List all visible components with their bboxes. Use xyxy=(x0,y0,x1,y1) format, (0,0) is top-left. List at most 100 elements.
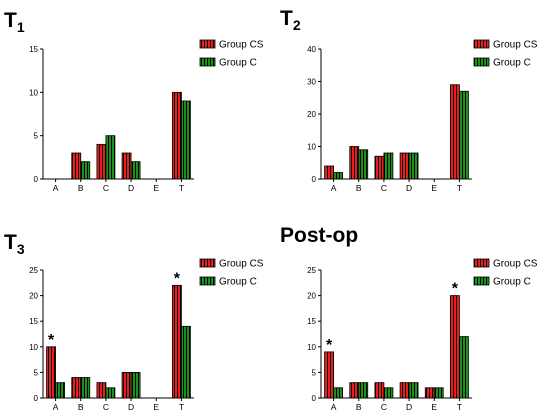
x-tick-label: B xyxy=(356,402,362,412)
y-tick-label: 25 xyxy=(29,266,38,275)
y-tick-label: 30 xyxy=(307,78,316,87)
x-tick-label: D xyxy=(406,183,412,193)
bar-group-c xyxy=(333,387,343,399)
x-tick-label: D xyxy=(406,402,412,412)
y-tick-label: 15 xyxy=(29,317,38,326)
y-tick-label: 20 xyxy=(307,292,316,301)
x-tick-label: A xyxy=(331,183,337,193)
legend-swatch-group-cs xyxy=(199,258,216,268)
y-tick-label: 5 xyxy=(34,132,39,141)
bar-group-cs xyxy=(399,152,410,180)
bar-group-cs xyxy=(450,84,460,180)
y-tick-label: 0 xyxy=(312,175,317,184)
bar-group-c xyxy=(130,161,141,180)
y-tick-label: 0 xyxy=(34,394,39,403)
significance-marker: * xyxy=(174,270,181,287)
bar-group-cs xyxy=(324,165,334,180)
bar-group-c xyxy=(80,161,91,180)
x-tick-label: B xyxy=(78,402,84,412)
bar-group-cs xyxy=(424,387,435,399)
bar-group-cs xyxy=(71,377,82,399)
y-tick-label: 10 xyxy=(29,88,38,97)
y-tick-label: 5 xyxy=(312,368,317,377)
y-tick-label: 40 xyxy=(307,45,316,54)
significance-marker: * xyxy=(326,337,333,354)
x-tick-label: T xyxy=(179,183,184,193)
panel-title: T1 xyxy=(4,9,25,35)
bar-group-c xyxy=(459,336,469,399)
panel-title: T2 xyxy=(280,7,301,33)
significance-marker: * xyxy=(48,332,55,349)
y-tick-label: 25 xyxy=(307,266,316,275)
y-tick-label: 10 xyxy=(29,343,38,352)
bar-group-c xyxy=(105,135,116,180)
x-tick-label: B xyxy=(356,183,362,193)
legend-label-group-cs: Group CS xyxy=(219,40,264,51)
bar-group-cs xyxy=(399,382,410,399)
bar-group-cs xyxy=(71,152,82,180)
y-tick-label: 5 xyxy=(34,368,39,377)
x-tick-label: T xyxy=(457,402,462,412)
panel-title: T3 xyxy=(4,231,25,257)
x-tick-label: C xyxy=(381,402,387,412)
legend-swatch-group-cs xyxy=(473,39,490,49)
x-tick-label: E xyxy=(431,183,437,193)
bar-group-cs xyxy=(374,382,385,399)
bar-group-cs xyxy=(450,295,460,399)
bar-group-c xyxy=(105,387,116,399)
y-tick-label: 15 xyxy=(307,317,316,326)
legend-label-group-c: Group C xyxy=(219,58,257,69)
legend-swatch-group-c xyxy=(199,57,216,67)
legend-swatch-group-cs xyxy=(199,39,216,49)
bar-group-c xyxy=(408,152,419,180)
x-tick-label: D xyxy=(128,402,134,412)
bar-group-cs xyxy=(349,382,360,399)
panel-title-main: T xyxy=(4,9,17,32)
x-tick-label: E xyxy=(153,183,159,193)
panel-title-subscript: 1 xyxy=(17,19,25,35)
bar-group-cs xyxy=(96,143,107,180)
legend-label-group-c: Group C xyxy=(493,277,531,288)
x-tick-label: C xyxy=(381,183,387,193)
panel-title-subscript: 3 xyxy=(17,241,25,257)
panel-title-main: T xyxy=(280,7,293,30)
x-tick-label: T xyxy=(179,402,184,412)
significance-marker: * xyxy=(452,281,459,298)
x-tick-label: C xyxy=(103,183,109,193)
bar-group-c xyxy=(383,387,394,399)
x-tick-label: T xyxy=(457,183,462,193)
chart-panel-4: Post-op 0 5 10 15 20 25 A B C D E T * * Group CS Group C xyxy=(280,224,538,412)
legend-label-group-c: Group C xyxy=(219,277,257,288)
legend-label-group-c: Group C xyxy=(493,58,531,69)
x-tick-label: D xyxy=(128,183,134,193)
bar-group-c xyxy=(383,152,394,180)
y-tick-label: 0 xyxy=(34,175,39,184)
bar-group-c xyxy=(181,325,191,399)
y-tick-label: 15 xyxy=(29,45,38,54)
panel-title: Post-op xyxy=(280,224,358,247)
x-tick-label: A xyxy=(331,402,337,412)
y-tick-label: 0 xyxy=(312,394,317,403)
legend-swatch-group-c xyxy=(473,276,490,286)
bar-group-c xyxy=(433,387,444,399)
panel-title-main: Post-op xyxy=(280,224,358,247)
x-tick-label: B xyxy=(78,183,84,193)
legend-swatch-group-c xyxy=(473,57,490,67)
bar-group-cs xyxy=(374,155,385,180)
x-tick-label: E xyxy=(431,402,437,412)
x-tick-label: C xyxy=(103,402,109,412)
bar-group-c xyxy=(358,382,369,399)
bar-group-c xyxy=(80,377,91,399)
y-tick-label: 20 xyxy=(29,292,38,301)
bar-group-c xyxy=(459,90,469,180)
legend-label-group-cs: Group CS xyxy=(219,259,264,270)
bar-group-cs xyxy=(324,351,334,399)
bar-group-cs xyxy=(121,371,132,399)
legend-label-group-cs: Group CS xyxy=(493,259,538,270)
bar-group-cs xyxy=(96,382,107,399)
bar-group-cs xyxy=(172,91,182,180)
